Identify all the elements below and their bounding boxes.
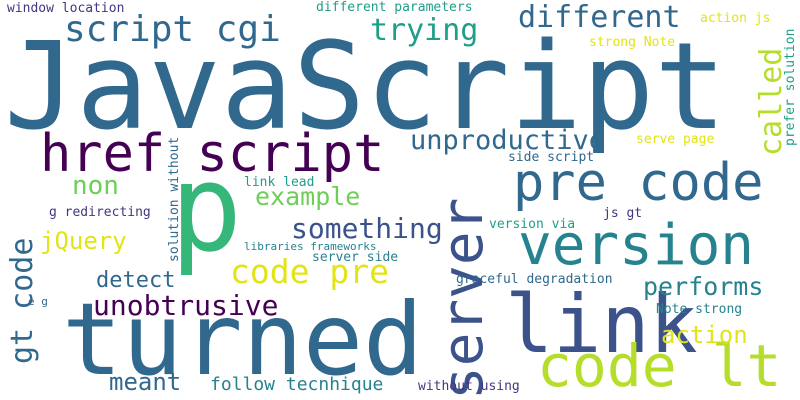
- word-code-pre: code pre: [230, 252, 389, 291]
- word-g-redirecting: g redirecting: [49, 205, 151, 220]
- word-performs: performs: [643, 272, 764, 301]
- word-javascript: JavaScript: [4, 18, 727, 157]
- word-turned: turned: [62, 281, 424, 398]
- word-example: example: [255, 182, 361, 211]
- word-window-location: window location: [7, 1, 125, 16]
- word-without-using: without using: [418, 379, 520, 394]
- word-version-via: version via: [489, 217, 576, 232]
- word-p: p: [170, 140, 243, 279]
- word-version: version: [518, 213, 755, 278]
- word-unobtrusive: unobtrusive: [93, 289, 279, 322]
- word-something: something: [291, 212, 443, 245]
- word-prefer-solution: prefer solution: [783, 28, 798, 146]
- word-action: action: [661, 321, 748, 349]
- word-detect: detect: [96, 268, 176, 293]
- word-different: different: [518, 0, 681, 35]
- word-different-parameters: different parameters: [316, 0, 473, 15]
- word-trying: trying: [370, 13, 479, 48]
- word-follow-tecnhique: follow tecnhique: [210, 374, 384, 395]
- word-server: server: [431, 197, 496, 400]
- word-script-cgi: script cgi: [64, 9, 281, 50]
- word-solution-without: solution without: [167, 136, 182, 262]
- word-action-js: action js: [700, 11, 771, 26]
- word-side-script: side script: [508, 150, 595, 165]
- word-strong-note: strong Note: [589, 35, 676, 50]
- word-link-lead: link lead: [244, 175, 315, 190]
- word-non: non: [72, 171, 119, 201]
- word-serve-page: serve page: [636, 132, 715, 147]
- word-link: link: [505, 278, 698, 371]
- word-jquery: jQuery: [40, 227, 127, 255]
- word-js-gt: js gt: [603, 206, 643, 221]
- word-server-side: server side: [312, 250, 399, 265]
- word-unproductive: unproductive: [410, 125, 606, 156]
- word-libraries-frameworks: libraries frameworks: [244, 240, 377, 253]
- word-graceful-degradation: graceful degradation: [456, 272, 613, 287]
- word-pre-code: pre code: [513, 153, 764, 213]
- word-meant: meant: [109, 368, 182, 396]
- word-href-script: href script: [40, 124, 385, 184]
- word-e-g: e g: [28, 295, 48, 308]
- word-code-lt: code lt: [537, 332, 782, 400]
- word-note-strong: Note strong: [656, 302, 743, 317]
